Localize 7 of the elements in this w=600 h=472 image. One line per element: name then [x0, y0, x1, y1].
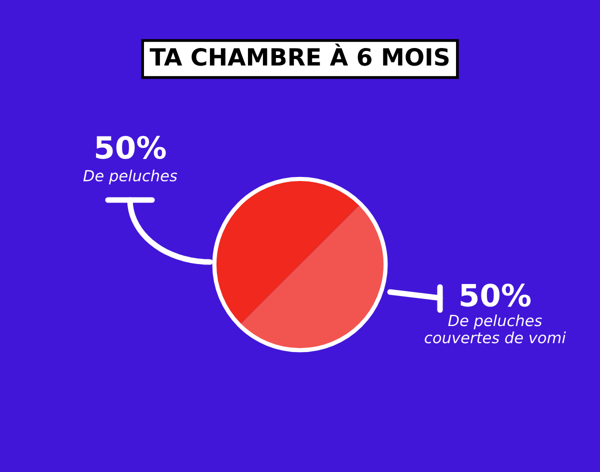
pie-slice	[239, 204, 386, 350]
slice-label: De peluches	[83, 170, 178, 184]
slice-label: De peluches couvertes de vomi	[424, 314, 566, 344]
chart-title: TA CHAMBRE À 6 MOIS	[150, 44, 449, 66]
data-label: 50%	[460, 284, 531, 307]
data-label: 50%	[96, 136, 166, 159]
pie-slice	[214, 178, 361, 326]
